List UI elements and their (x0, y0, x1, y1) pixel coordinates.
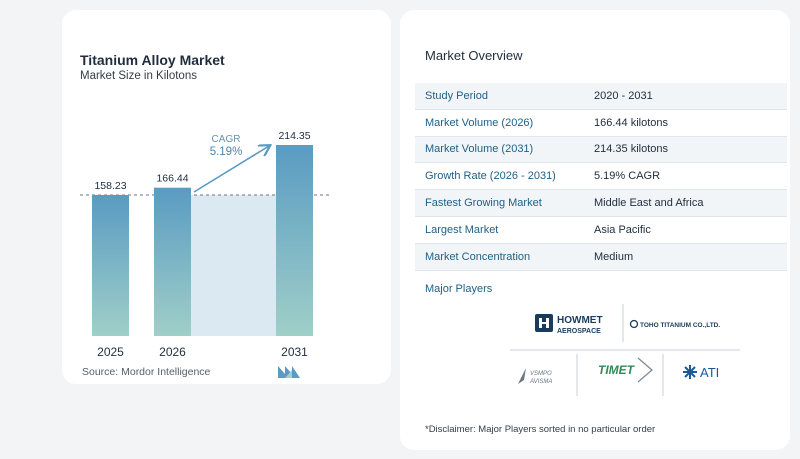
chart-card: 158.23 166.44 214.35 2025 2026 2031 CAGR 5.1… (62, 10, 391, 384)
chart-title: Titanium Alloy Market (80, 52, 225, 68)
vsmpo-avisma-logo: VSMPO AVISMA (518, 368, 552, 385)
overview-value: 2020 - 2031 (594, 89, 653, 102)
overview-row: Fastest Growing Market Middle East and A… (415, 190, 787, 217)
overview-value: 166.44 kilotons (594, 116, 668, 129)
timet-logo: TIMET (598, 357, 653, 383)
overview-value: 214.35 kilotons (594, 143, 668, 156)
overview-value: 5.19% CAGR (594, 170, 661, 183)
x-tick-label: 2025 (97, 345, 124, 359)
cagr-background-band (190, 195, 277, 336)
overview-table: Study Period 2020 - 2031 Market Volume (… (415, 83, 787, 271)
x-tick-label: 2031 (281, 345, 308, 359)
overview-label: Market Volume (2031) (425, 143, 534, 156)
overview-value: Medium (594, 250, 634, 263)
overview-value: Asia Pacific (594, 223, 651, 236)
mordor-logo-icon (278, 366, 300, 378)
overview-row: Largest Market Asia Pacific (415, 217, 787, 244)
bar-value-label: 158.23 (94, 180, 126, 192)
overview-value: Middle East and Africa (594, 197, 704, 210)
overview-row: Study Period 2020 - 2031 (415, 83, 787, 110)
overview-label: Fastest Growing Market (425, 197, 542, 210)
overview-title: Market Overview (425, 48, 523, 63)
overview-label: Study Period (425, 89, 488, 102)
overview-row: Market Concentration Medium (415, 243, 787, 271)
bar-chart: 158.23 166.44 214.35 2025 2026 2031 CAGR 5.1… (80, 130, 332, 359)
major-players-logos: HOWMET AEROSPACE TOHO TITANIUM CO.,LTD. … (510, 304, 740, 396)
disclaimer-text: *Disclaimer: Major Players sorted in no … (425, 424, 656, 435)
market-overview-card: Market Overview Study Period 2020 - 2031… (400, 10, 790, 450)
bar-value-label: 166.44 (156, 173, 188, 185)
bar-2026 (154, 187, 191, 336)
ati-star-icon (683, 365, 697, 379)
howmet-name: HOWMET (557, 315, 603, 326)
overview-row: Market Volume (2031) 214.35 kilotons (415, 136, 787, 164)
cagr-arrow (193, 146, 269, 193)
overview-label: Growth Rate (2026 - 2031) (425, 170, 556, 183)
bar-2031 (276, 145, 313, 336)
source-text: Source: Mordor Intelligence (82, 366, 211, 378)
howmet-logo: HOWMET AEROSPACE (535, 314, 603, 335)
chart-subtitle: Market Size in Kilotons (80, 70, 197, 82)
timet-mark-icon (637, 357, 653, 383)
toho-name: TOHO TITANIUM CO.,LTD. (640, 322, 720, 329)
bar-2025 (92, 195, 129, 336)
overview-label: Market Concentration (425, 250, 531, 263)
overview-label: Market Volume (2026) (425, 116, 534, 129)
bar-value-label: 214.35 (278, 130, 310, 142)
major-players-title: Major Players (425, 283, 493, 295)
timet-name: TIMET (598, 363, 636, 377)
ati-name: ATI (700, 365, 719, 380)
ati-logo: ATI (683, 365, 719, 380)
cagr-value: 5.19% (210, 146, 243, 158)
vsmpo-subname: AVISMA (529, 379, 552, 385)
vsmpo-mark-icon (518, 368, 526, 384)
cagr-label: CAGR (212, 134, 241, 145)
toho-titanium-logo: TOHO TITANIUM CO.,LTD. (629, 319, 720, 329)
howmet-subname: AEROSPACE (557, 328, 601, 335)
overview-label: Largest Market (425, 223, 499, 236)
overview-row: Market Volume (2026) 166.44 kilotons (415, 110, 787, 137)
overview-row: Growth Rate (2026 - 2031) 5.19% CAGR (415, 163, 787, 191)
x-tick-label: 2026 (159, 345, 186, 359)
toho-mark-icon (629, 319, 639, 329)
vsmpo-name: VSMPO (530, 371, 552, 377)
